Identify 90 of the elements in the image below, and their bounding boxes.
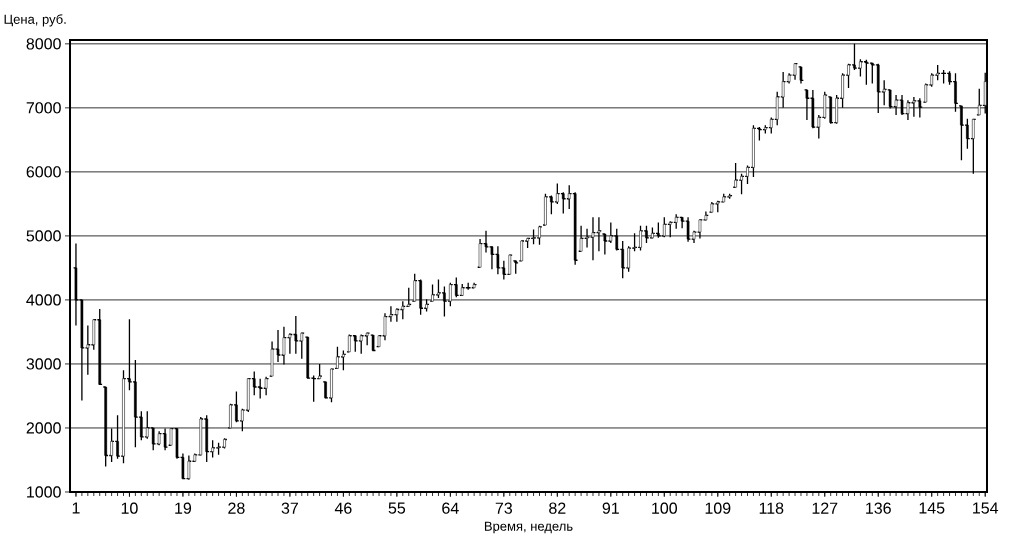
x-tick-label: 28 (228, 502, 245, 514)
candlestick (793, 62, 797, 81)
candlestick (276, 329, 280, 363)
candlestick (86, 324, 90, 376)
x-tick-label: 64 (442, 502, 459, 514)
candlestick (710, 201, 714, 213)
candlestick (270, 340, 274, 377)
x-tick-label: 118 (759, 502, 784, 514)
x-tick-label: 109 (705, 502, 731, 514)
candlestick (591, 216, 595, 261)
x-tick-label: 91 (602, 502, 619, 514)
candlestick (98, 308, 102, 386)
candlestick (128, 318, 131, 391)
candlestick (437, 278, 440, 299)
x-tick-label: 19 (175, 502, 192, 514)
candlestick (478, 238, 482, 268)
x-tick-label: 10 (121, 502, 138, 514)
candlestick (847, 63, 850, 89)
candlestick (484, 230, 488, 254)
candlestick (853, 43, 856, 71)
candlestick (175, 427, 179, 460)
y-tick-label: 1000 (27, 486, 61, 498)
candlestick (116, 414, 119, 460)
candlestick (704, 210, 708, 222)
candlestick (912, 96, 916, 118)
candlestick (223, 437, 226, 450)
candlestick (431, 283, 434, 302)
candlestick (597, 216, 601, 252)
candlestick (900, 94, 904, 116)
y-tick-label: 7000 (26, 102, 61, 114)
y-tick-label: 3000 (26, 358, 61, 370)
y-tick-label: 8000 (26, 38, 61, 50)
candlestick (502, 260, 506, 281)
candlestick (163, 427, 167, 452)
x-tick-label: 145 (919, 502, 945, 514)
candlestick (282, 326, 286, 366)
candlestick (752, 124, 755, 178)
y-tick-label: 5000 (26, 230, 61, 242)
candlestick (383, 312, 387, 341)
candlestick (371, 334, 375, 352)
candlestick (538, 225, 541, 246)
y-tick-label: 6000 (26, 166, 61, 178)
y-axis-title: Цена, руб. (4, 14, 66, 27)
candlestick (122, 369, 125, 464)
candlestick (157, 430, 161, 446)
candlestick (490, 245, 494, 270)
candlestick (692, 230, 696, 244)
candlestick (336, 346, 339, 370)
candlestick (264, 376, 268, 396)
x-tick-label: 154 (973, 502, 999, 514)
candlestick (639, 225, 642, 252)
candlestick (294, 315, 298, 355)
x-tick-label: 100 (652, 502, 678, 514)
candlestick (698, 218, 702, 240)
x-tick-label: 82 (549, 502, 566, 514)
candlestick (977, 88, 981, 116)
x-tick-label: 46 (334, 502, 352, 514)
y-tick-label: 2000 (26, 422, 61, 434)
x-tick-label: 1 (72, 502, 80, 514)
candlestick (74, 242, 78, 327)
candlestick (514, 260, 518, 275)
candlestick (740, 173, 743, 195)
x-tick-label: 136 (866, 502, 891, 514)
candlestick (544, 192, 547, 226)
candlestick (407, 287, 411, 307)
candlestick (918, 97, 922, 119)
candlestick (187, 454, 191, 481)
candlestick (330, 367, 333, 403)
candlestick (823, 91, 827, 120)
candlestick (377, 334, 381, 348)
candlestick (579, 225, 583, 252)
candlestick (324, 381, 327, 400)
candlestick (948, 70, 951, 86)
candlestick (496, 245, 500, 275)
x-axis-title: Время, недель (484, 521, 573, 534)
x-tick-label: 37 (281, 502, 298, 514)
candlestick (954, 72, 957, 113)
candlestick (169, 427, 173, 446)
candlestick (645, 225, 648, 244)
x-tick-label: 73 (495, 502, 513, 514)
x-tick-label: 55 (388, 502, 406, 514)
candlestick (80, 299, 84, 402)
candlestick (906, 99, 910, 121)
candlestick (799, 66, 803, 85)
y-tick-label: 4000 (26, 294, 61, 306)
x-tick-label: 127 (812, 502, 838, 514)
candlestick (680, 216, 684, 229)
candlestick (229, 402, 232, 429)
candlestick (960, 105, 963, 161)
candlestick (746, 164, 749, 185)
